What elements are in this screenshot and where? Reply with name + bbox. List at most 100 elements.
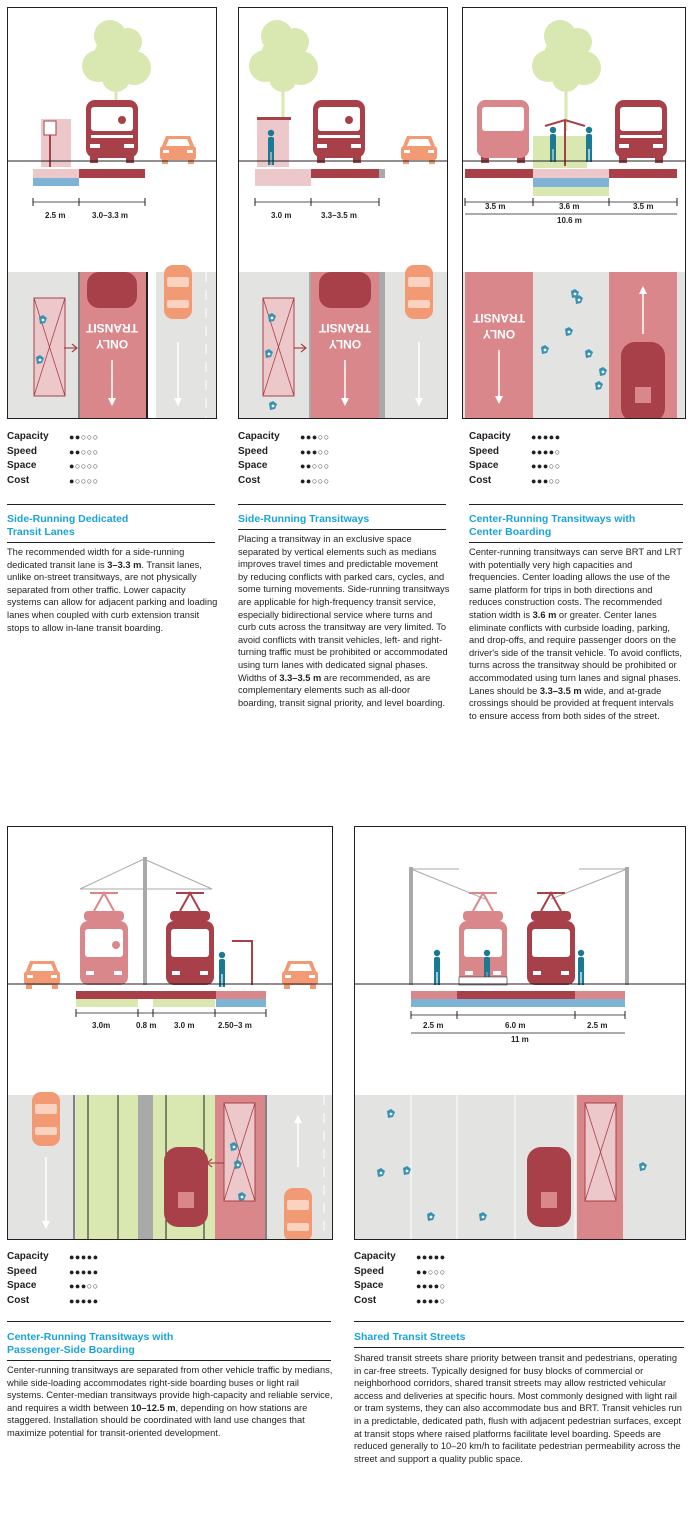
car-top-icon [32,1092,60,1146]
car-top-icon [405,265,433,319]
capacity-rating: ●●○○○ [69,432,99,442]
diagram-panel-side-running-dedicated: 2.5 m 3.0–3.3 m TRANSIT ONLY [7,7,217,419]
rating-label: Space [7,1280,37,1292]
rating-label: Cost [7,474,30,486]
rating-label: Capacity [7,1251,49,1262]
rating-label: Speed [469,445,500,457]
lane-marking-text: ONLY [329,337,361,351]
rating-table: Capacity ●●●●● Speed ●●●●○ Space ●●●○○ Cost… [469,430,561,488]
dimension-label: 3.6 m [559,202,579,211]
divider [469,542,683,543]
catenary-pole [143,857,147,985]
speed-rating: ●●●●○ [531,446,561,457]
rating-table: Capacity ●●○○○ Speed ●●○○○ Space ●○○○○ Cost… [7,430,99,488]
capacity-rating: ●●●●● [531,432,561,442]
tram-top-icon [527,1147,571,1227]
speed-rating: ●●○○○ [69,446,99,457]
tree-icon [532,20,601,131]
dimension-label: 3.3–3.5 m [321,211,357,220]
tram-top-icon [164,1147,208,1227]
rating-label: Cost [354,1294,377,1306]
person-icon [585,126,593,162]
cost-rating: ●●●●● [69,1295,99,1306]
rating-label: Speed [7,1265,38,1277]
speed-rating: ●●●●● [69,1266,99,1277]
tram-front-icon [458,892,508,986]
divider [7,542,215,543]
section-body: The recommended width for a side-running… [7,547,218,633]
space-rating: ●●●●○ [416,1281,446,1292]
divider [7,504,215,505]
person-icon [433,949,441,985]
divider [354,1347,684,1348]
rating-label: Space [238,460,268,472]
dimension-label: 2.5 m [587,1021,607,1030]
street-section-illustration: 2.5 m 6.0 m 2.5 m 11 m [355,867,685,1239]
car-top-icon [164,265,192,319]
dimension-label: 0.8 m [136,1021,156,1030]
tram-front-icon [526,892,576,986]
rating-label: Space [469,460,499,472]
dimension-label: 3.5 m [485,202,505,211]
diagram-panel-center-running-center-boarding: 3.5 m 3.6 m 3.5 m 10.6 m TRANSIT ONLY [462,7,686,419]
section-body: Center-running transitways can serve BRT… [469,547,682,721]
rating-label: Cost [7,1294,30,1306]
dimension-label: 2.5 m [45,211,65,220]
plan-view-road [355,1095,685,1239]
diagram-panel-side-running-transitways: 3.0 m 3.3–3.5 m TRANSIT ONLY [238,7,448,419]
street-section-illustration: 3.0 m 3.3–3.5 m TRANSIT ONLY [239,20,447,418]
cost-rating: ●●●●○ [416,1295,446,1306]
dimension-label: 3.5 m [633,202,653,211]
street-section-illustration: 3.0m 0.8 m 3.0 m 2.50–3 m [8,857,332,1239]
divider [7,1360,331,1361]
space-rating: ●○○○○ [69,461,99,472]
divider [354,1321,684,1322]
car-front-icon [160,136,196,164]
section-title: Shared Transit Streets [354,1331,466,1343]
street-section-illustration: 3.5 m 3.6 m 3.5 m 10.6 m TRANSIT ONLY [463,20,685,418]
rating-label: Speed [354,1265,385,1277]
section-title: Side-Running Dedicated Transit Lanes [7,513,129,538]
bus-top-icon [621,342,665,418]
tram-front-icon [79,892,129,986]
cost-rating: ●●●○○ [531,475,561,486]
cost-rating: ●●○○○ [300,475,330,486]
space-rating: ●●○○○ [300,461,330,472]
divider [469,504,683,505]
lane-marking-text: ONLY [96,337,128,351]
street-section-illustration: 2.5 m 3.0–3.3 m TRANSIT ONLY [8,20,216,418]
car-front-icon [401,136,437,164]
rating-label: Capacity [7,431,49,442]
rating-label: Capacity [238,431,280,442]
bus-top-icon [319,272,371,308]
section-body: Shared transit streets share priority be… [354,1353,682,1464]
car-front-icon [282,961,318,989]
dimension-label: 2.50–3 m [218,1021,252,1030]
dimension-label: 3.0 m [174,1021,194,1030]
space-rating: ●●●○○ [531,461,561,472]
lane-marking-text: TRANSIT [472,311,525,325]
section-title: Side-Running Transitways [238,513,370,525]
bus-stop-sign-icon [43,120,57,136]
dimension-label: 10.6 m [557,216,582,225]
bus-front-icon [86,100,138,163]
person-icon [577,949,585,985]
rating-label: Space [7,460,37,472]
lane-marking-text: ONLY [483,327,515,341]
dimension-label: 6.0 m [505,1021,525,1030]
car-front-icon [24,961,60,989]
tree-icon [249,20,318,131]
divider [238,529,446,530]
capacity-rating: ●●●●● [416,1252,446,1262]
car-top-icon [284,1188,312,1239]
capacity-rating: ●●●○○ [300,432,330,442]
rating-label: Space [354,1280,384,1292]
lane-marking-text: TRANSIT [318,321,371,335]
rating-label: Speed [7,445,38,457]
catenary-pole [409,867,413,985]
diagram-panel-center-running-passenger-side: 3.0m 0.8 m 3.0 m 2.50–3 m [7,826,333,1240]
space-rating: ●●●○○ [69,1281,99,1292]
rating-label: Capacity [469,431,511,442]
bus-front-icon [313,100,365,163]
dimension-label: 3.0–3.3 m [92,211,128,220]
